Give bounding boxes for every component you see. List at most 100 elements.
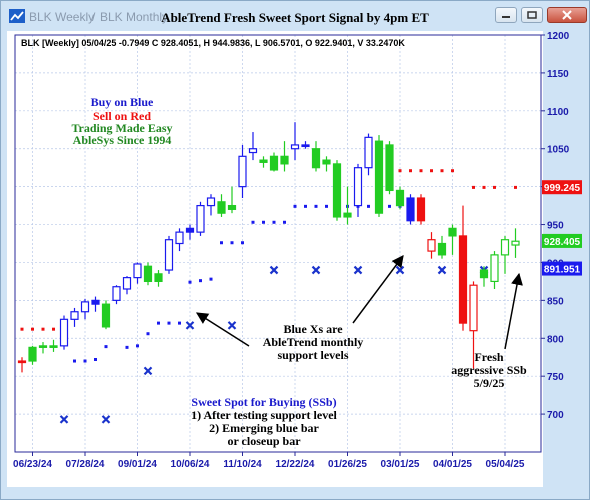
- sweet-spot-line-1: 1) After testing support level: [191, 408, 337, 422]
- candle-body: [248, 148, 258, 154]
- price-tag-label: 891.951: [544, 265, 581, 276]
- legend-ablesys-since: AbleSys Since 1994: [73, 133, 172, 147]
- support-dot: [94, 358, 97, 362]
- support-dot: [146, 332, 150, 336]
- legend-buy-on-blue: Buy on Blue: [91, 95, 154, 109]
- x-tick-label: 10/06/24: [171, 459, 210, 470]
- candle-body: [406, 197, 415, 222]
- annotation-fresh-line-1: Fresh: [474, 350, 503, 364]
- resistance-dot: [430, 169, 433, 173]
- candle-body: [122, 277, 132, 290]
- candle-body: [112, 286, 121, 301]
- candle-body: [238, 155, 247, 188]
- price-tag: [542, 180, 582, 195]
- price-tag-label: 999.245: [544, 183, 581, 194]
- candle-body: [227, 204, 237, 210]
- app-logo-icon: [9, 9, 25, 23]
- candle-body: [101, 303, 111, 328]
- resistance-dot: [31, 327, 34, 331]
- candle-body: [437, 242, 447, 256]
- price-tag-label: 928.405: [544, 237, 581, 248]
- annotation-support-line-2: AbleTrend monthly: [263, 335, 364, 349]
- support-dot: [314, 204, 318, 208]
- candle-body: [290, 144, 300, 150]
- support-dot: [241, 241, 244, 245]
- candle-body: [154, 273, 163, 283]
- candle-body: [374, 140, 384, 214]
- legend-sell-on-red: Sell on Red: [93, 109, 151, 123]
- y-tick-label: 1200: [547, 31, 570, 42]
- minimize-icon: [502, 16, 510, 18]
- candle-body: [332, 163, 342, 218]
- candle-body: [511, 240, 520, 246]
- candle-body: [301, 144, 310, 148]
- restore-button[interactable]: [521, 7, 543, 23]
- x-tick-label: 03/01/25: [381, 459, 420, 470]
- monthly-support-x-mark: [101, 415, 111, 424]
- x-tick-label: 01/26/25: [328, 459, 367, 470]
- arrow-to-x-marks-right: [352, 255, 404, 324]
- support-dot: [262, 220, 265, 224]
- restore-icon: [527, 11, 537, 19]
- support-dot: [199, 279, 202, 283]
- candle-body: [38, 345, 48, 348]
- x-tick-label: 09/01/24: [118, 459, 157, 470]
- resistance-dot: [493, 185, 496, 189]
- candle-body: [280, 155, 289, 165]
- x-tick-label: 11/10/24: [223, 459, 262, 470]
- price-tag: [542, 261, 582, 276]
- minimize-button[interactable]: [495, 7, 517, 23]
- y-tick-label: 950: [547, 221, 564, 232]
- candle-body: [395, 189, 405, 207]
- candle-body: [185, 227, 195, 233]
- candle-body: [343, 212, 352, 218]
- candle-body: [427, 239, 436, 252]
- candle-body: [196, 204, 205, 233]
- candle-body: [416, 197, 426, 222]
- title-bar: BLK Weekly / BLK Monthly AbleTrend Fresh…: [1, 1, 589, 31]
- arrow-to-x-marks-left: [195, 312, 250, 347]
- support-dot: [251, 220, 255, 224]
- candle-body: [28, 346, 37, 362]
- arrow-to-fresh-signal: [504, 272, 523, 350]
- y-tick-label: 750: [547, 372, 564, 383]
- y-tick-label: 850: [547, 296, 564, 307]
- resistance-dot: [472, 185, 475, 189]
- candle-body: [311, 148, 321, 169]
- resistance-dot: [440, 169, 444, 173]
- x-tick-label: 06/23/24: [13, 459, 52, 470]
- monthly-support-x-mark: [311, 265, 321, 275]
- support-dot: [272, 220, 276, 224]
- candle-body: [217, 201, 226, 214]
- support-dot: [188, 280, 192, 284]
- resistance-dot: [41, 327, 45, 331]
- support-dot: [220, 241, 223, 245]
- candle-body: [59, 318, 69, 347]
- support-dot: [178, 321, 181, 325]
- candle-body: [143, 265, 153, 283]
- candle-body: [133, 263, 142, 279]
- support-dot: [104, 345, 108, 349]
- candle-body: [479, 269, 489, 279]
- candle-body: [91, 299, 100, 305]
- close-button[interactable]: [547, 7, 587, 23]
- plot-background: [7, 31, 543, 487]
- support-dot: [388, 204, 391, 208]
- candle-body: [385, 144, 394, 192]
- tab-blk-weekly[interactable]: BLK Weekly: [29, 10, 95, 24]
- candle-body: [353, 167, 363, 207]
- support-dot: [293, 204, 297, 208]
- candle-body: [17, 360, 27, 364]
- candle-body: [206, 197, 216, 207]
- chart-area: 70075080085090095010001050110011501200 0…: [1, 31, 589, 499]
- tab-separator: /: [92, 10, 96, 24]
- support-dot: [125, 345, 129, 349]
- annotation-fresh-line-2: aggressive SSb: [451, 363, 527, 377]
- monthly-support-x-mark: [269, 265, 279, 275]
- candle-body: [175, 231, 184, 245]
- candle-body: [500, 239, 510, 256]
- tab-blk-monthly[interactable]: BLK Monthly: [100, 10, 169, 24]
- support-dot: [230, 241, 234, 245]
- annotation-support-line-3: support levels: [277, 348, 348, 362]
